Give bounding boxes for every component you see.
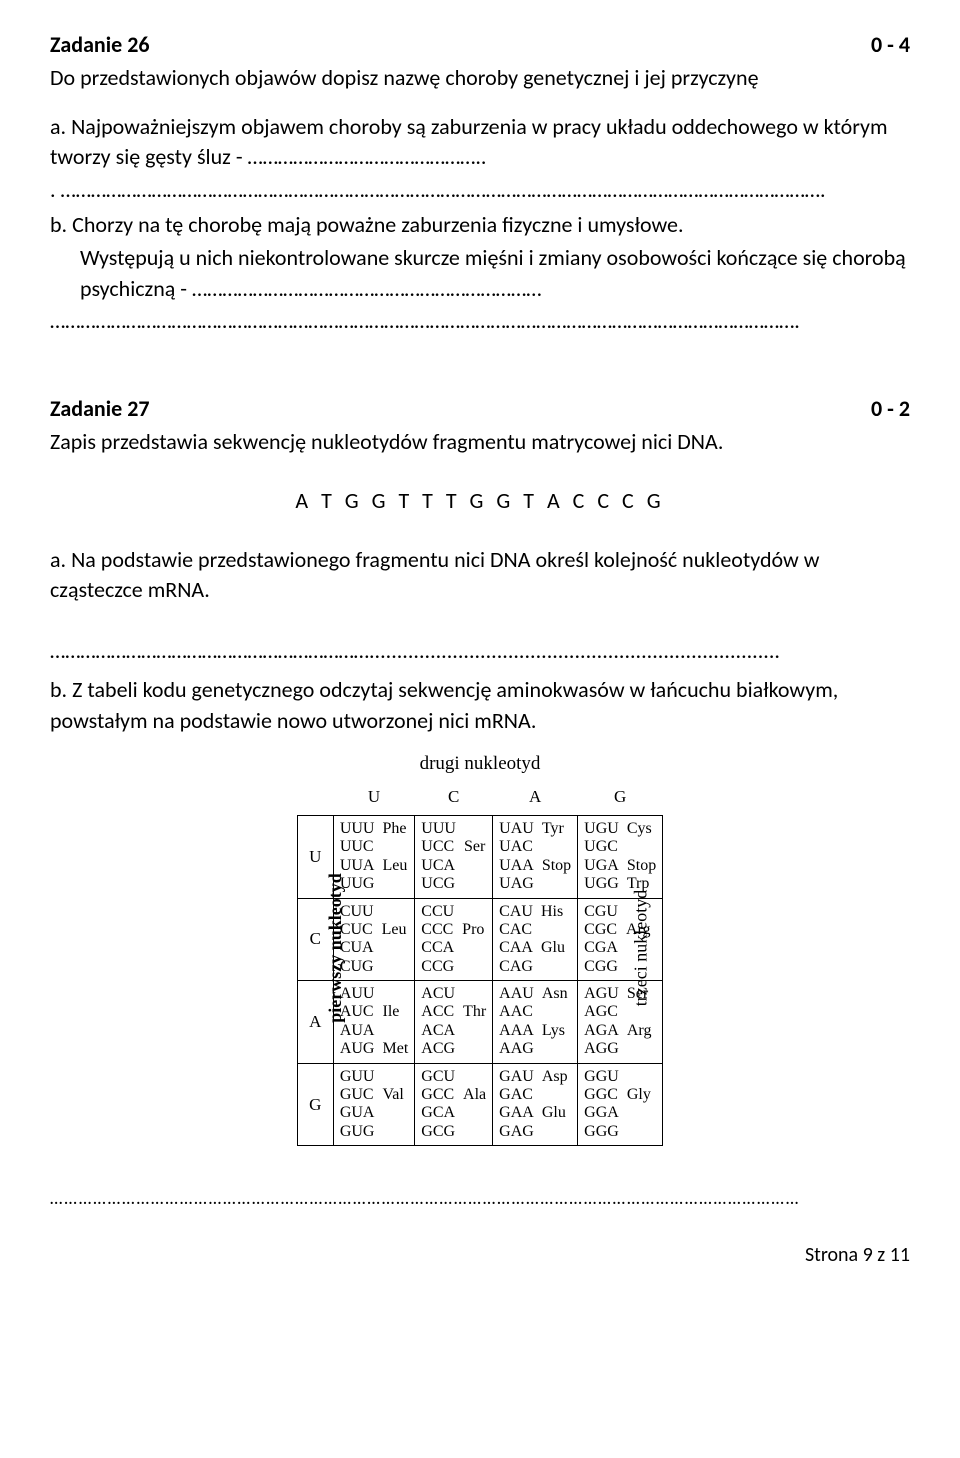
codon-col-U: U bbox=[333, 781, 414, 815]
codon-cell-GC: GCUGCCGCAGCG Ala bbox=[415, 1063, 493, 1146]
codon-col-C: C bbox=[415, 781, 493, 815]
codon-col-G: G bbox=[578, 781, 663, 815]
task26-b-label: b. bbox=[50, 211, 67, 238]
codon-cell-UA: UAUUACUAAUAGTyr Stop bbox=[493, 815, 578, 898]
task26-header: Zadanie 26 0 - 4 bbox=[50, 30, 910, 61]
task27-header: Zadanie 27 0 - 2 bbox=[50, 394, 910, 425]
task26-b-dots: …………………………………………………………………………………………………………… bbox=[50, 306, 910, 337]
task26-a-text: Najpoważniejszym objawem choroby są zabu… bbox=[50, 113, 888, 171]
codon-right-label: trzeci nukleotyd bbox=[628, 890, 653, 1006]
task27-b-text: Z tabeli kodu genetycznego odczytaj sekw… bbox=[50, 676, 838, 734]
footer-dots: …………………………………………………………………………………………………………… bbox=[50, 1186, 910, 1211]
task26-points: 0 - 4 bbox=[871, 30, 910, 61]
task26-a: a. Najpoważniejszym objawem choroby są z… bbox=[50, 112, 910, 174]
task27-a: a. Na podstawie przedstawionego fragment… bbox=[50, 545, 910, 607]
task26-b-text2: Występują u nich niekontrolowane skurcze… bbox=[50, 243, 910, 305]
codon-cell-UG: UGUUGCUGAUGGCys StopTrp bbox=[578, 815, 663, 898]
task26-b-text1: Chorzy na tę chorobę mają poważne zaburz… bbox=[72, 211, 683, 238]
task27-title: Zadanie 27 bbox=[50, 394, 150, 425]
codon-corner bbox=[297, 781, 333, 815]
codon-left-label: pierwszy nukleotyd bbox=[323, 874, 348, 1024]
task27-b: b. Z tabeli kodu genetycznego odczytaj s… bbox=[50, 675, 910, 737]
codon-cell-GG: GGUGGCGGAGGG Gly bbox=[578, 1063, 663, 1146]
task27-points: 0 - 2 bbox=[871, 394, 910, 425]
task26-b: b. Chorzy na tę chorobę mają poważne zab… bbox=[50, 210, 910, 241]
codon-cell-AC: ACUACCACAACG Thr bbox=[415, 981, 493, 1064]
codon-table-wrapper: drugi nukleotyd pierwszy nukleotyd trzec… bbox=[50, 747, 910, 1147]
codon-cell-GU: GUUGUCGUAGUG Val bbox=[333, 1063, 414, 1146]
task26-a-dots: . ……………………………………………………………………………………………………… bbox=[50, 175, 910, 206]
task27-intro: Zapis przedstawia sekwencję nukleotydów … bbox=[50, 427, 910, 458]
codon-row-G: G bbox=[297, 1063, 333, 1146]
codon-cell-GA: GAUGACGAAGAGAsp Glu bbox=[493, 1063, 578, 1146]
task26-title: Zadanie 26 bbox=[50, 30, 150, 61]
dna-sequence: A T G G T T T G G T A C C C G bbox=[50, 486, 910, 517]
task27-a-text: Na podstawie przedstawionego fragmentu n… bbox=[50, 546, 819, 604]
codon-top-label: drugi nukleotyd bbox=[297, 751, 663, 778]
task27-a-dots: ………………………………………………………...................… bbox=[50, 636, 910, 667]
codon-table: U C A G UUUUUUCUUAUUGPhe Leu UUUUCCUCAUC… bbox=[297, 781, 663, 1146]
task27-a-label: a. bbox=[50, 546, 66, 573]
codon-cell-CC: CCUCCCCCACCG Pro bbox=[415, 898, 493, 981]
page-footer: Strona 9 z 11 bbox=[50, 1241, 910, 1269]
codon-cell-CA: CAUCACCAACAGHis Glu bbox=[493, 898, 578, 981]
task27-b-label: b. bbox=[50, 676, 67, 703]
task26-intro: Do przedstawionych objawów dopisz nazwę … bbox=[50, 63, 910, 94]
task26-a-label: a. bbox=[50, 113, 66, 140]
codon-cell-UC: UUUUCCUCAUCG Ser bbox=[415, 815, 493, 898]
codon-cell-AA: AAUAACAAAAAGAsn Lys bbox=[493, 981, 578, 1064]
codon-col-A: A bbox=[493, 781, 578, 815]
